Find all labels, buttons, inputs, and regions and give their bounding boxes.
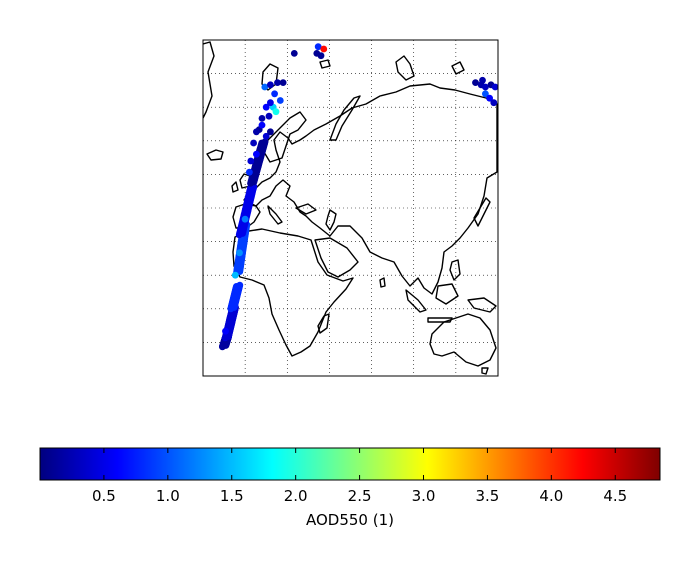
coastline-africa [232, 228, 354, 357]
aod-point [267, 128, 274, 136]
aod-point [314, 43, 322, 51]
coastline-greenland [203, 41, 215, 119]
aod-point [276, 97, 284, 104]
colorbar-tick-label: 1.0 [156, 487, 180, 505]
aod-point [274, 79, 281, 86]
coastline-australia [429, 313, 497, 367]
aod-point [279, 79, 287, 86]
aod-point [236, 249, 243, 257]
aod-point [258, 121, 266, 129]
colorbar-ticks: 0.5 1.0 1.5 2.0 2.5 3.0 3.5 4.0 4.5 [92, 448, 627, 505]
aod-point [231, 271, 239, 279]
colorbar-label: AOD550 (1) [306, 511, 394, 529]
aod-point [247, 157, 255, 165]
coastline-sumatra [405, 289, 427, 313]
coastline-japan [473, 197, 491, 227]
aod-point [491, 83, 498, 91]
aod-point [472, 79, 479, 86]
aod-point [253, 128, 260, 136]
coastline-java [427, 317, 453, 323]
aod-point [482, 90, 489, 98]
aod-point [486, 94, 493, 102]
coastline-new-siberian [451, 61, 465, 75]
coastline-ireland [231, 181, 239, 193]
aod-point [317, 52, 325, 60]
colorbar-tick-label: 4.0 [539, 487, 563, 505]
coastline-caspian [325, 209, 337, 231]
colorbar-tick-label: 2.5 [348, 487, 372, 505]
aod-point [265, 112, 273, 120]
aod-point [246, 168, 253, 176]
coastline-tasmania [481, 367, 489, 375]
colorbar-tick-label: 2.0 [284, 487, 308, 505]
aod-point [222, 327, 229, 335]
aod-point [261, 138, 269, 146]
colorbar-tick-label: 3.5 [475, 487, 499, 505]
aod-point [290, 50, 298, 57]
map-graticule [203, 40, 498, 376]
aod-point [267, 81, 274, 89]
colorbar-tick-label: 0.5 [92, 487, 116, 505]
aod-point [262, 132, 270, 140]
aod-data-points [219, 43, 498, 351]
aod-point [479, 76, 486, 84]
aod-point [258, 115, 266, 122]
coastline-borneo [435, 283, 459, 305]
colorbar-tick-label: 3.0 [412, 487, 436, 505]
aod-point [320, 45, 328, 53]
aod-point [267, 99, 274, 107]
coastline-severnaya-zemlya [395, 55, 415, 81]
aod-point [241, 215, 249, 223]
colorbar-gradient [39, 447, 661, 481]
coastline-iceland [206, 149, 224, 161]
coastline-srilanka [379, 277, 386, 288]
aod-point [261, 83, 269, 91]
colorbar-tick-label: 1.5 [220, 487, 244, 505]
map-frame [202, 39, 499, 377]
colorbar: 0.5 1.0 1.5 2.0 2.5 3.0 3.5 4.0 4.5 AOD550 (1) [39, 447, 661, 529]
map-panel [202, 39, 499, 377]
coastline-new-guinea [467, 297, 497, 313]
coastline-novaya-zemlya [329, 95, 361, 141]
aod-point [490, 99, 498, 107]
map-coastlines [203, 41, 498, 375]
coastline-philippines [449, 259, 461, 281]
aod-point [253, 150, 260, 158]
aod-point [482, 83, 489, 91]
aod-point [262, 103, 270, 111]
aod-point [272, 108, 280, 116]
coastline-madagascar [317, 313, 330, 334]
colorbar-tick-label: 4.5 [603, 487, 627, 505]
coastline-arabia [314, 237, 359, 278]
coastline-eurasia [243, 83, 498, 295]
aod-point [271, 90, 278, 98]
coastline-italy [267, 205, 283, 225]
coastline-franz-josef [319, 59, 331, 69]
coastline-black-sea [295, 203, 317, 215]
aod-point [236, 281, 244, 289]
aod-point [250, 139, 257, 147]
